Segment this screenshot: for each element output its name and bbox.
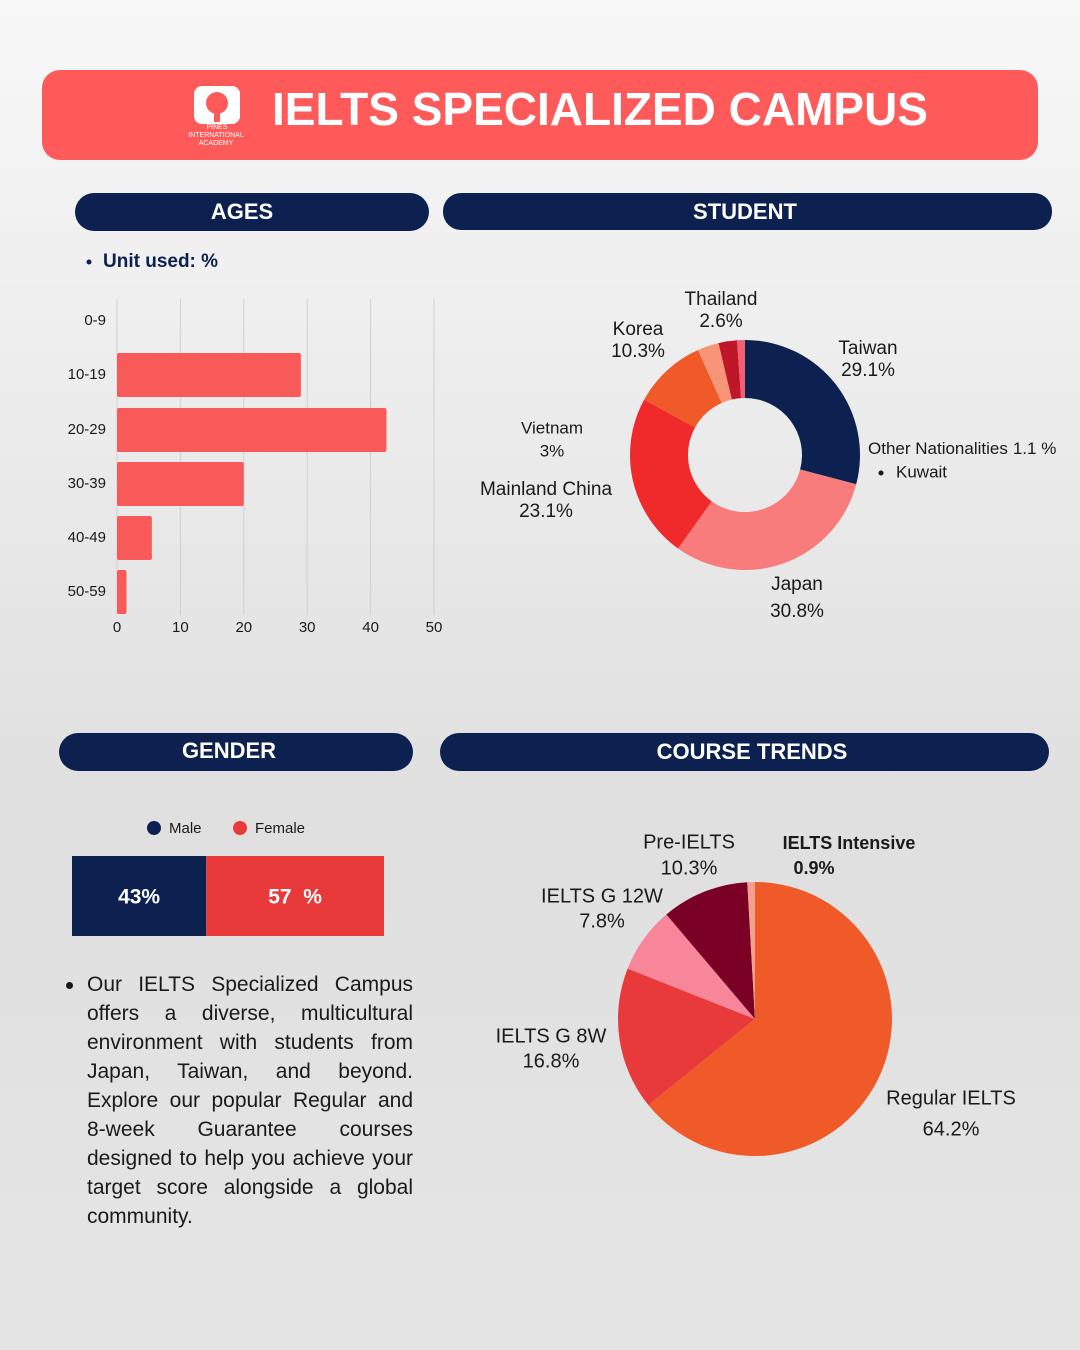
value-label: 1.1 % (1013, 439, 1056, 458)
slice-label: Thailand (685, 289, 758, 310)
pie-slice (617, 968, 755, 1105)
section-title: AGES (211, 199, 273, 224)
value-label: 29.1% (841, 360, 895, 381)
section-title: GENDER (182, 738, 276, 763)
legend-swatch (233, 821, 247, 835)
value-label: 16.8% (523, 1050, 580, 1072)
bar (117, 570, 127, 614)
bar (117, 516, 152, 560)
slice-label: IELTS G 12W (541, 885, 663, 907)
bar (117, 408, 387, 452)
legend-label: Male (169, 820, 202, 837)
bar (117, 462, 244, 506)
bar-segment (206, 856, 384, 936)
section-pill (59, 733, 413, 771)
x-tick-label: 0 (113, 619, 121, 636)
x-tick-label: 40 (362, 619, 379, 636)
value-label: 30.8% (770, 601, 824, 622)
logo-text: ACADEMY (199, 140, 234, 147)
value-label: 64.2% (923, 1118, 980, 1140)
slice-label: IELTS G 8W (496, 1025, 607, 1047)
value-label: 10.3% (611, 341, 665, 362)
donut-slice (698, 343, 732, 403)
logo: PINES INTERNATIONAL ACADEMY (188, 86, 244, 147)
slice-label: Mainland China (480, 479, 612, 500)
value-label: 7.8% (579, 910, 625, 932)
donut-slice (644, 350, 722, 428)
legend-label: Female (255, 820, 305, 837)
value-label: 57 % (268, 886, 322, 909)
slice-label: Regular IELTS (886, 1087, 1016, 1109)
y-tick-label: 20-29 (68, 421, 106, 438)
donut-slice (718, 340, 742, 400)
x-tick-label: 30 (299, 619, 316, 636)
section-title: STUDENT (693, 199, 797, 224)
x-tick-label: 10 (172, 619, 189, 636)
donut-slice (630, 399, 712, 549)
legend-swatch (147, 821, 161, 835)
section-pill (75, 193, 429, 231)
section-pill (440, 733, 1049, 771)
y-tick-label: 30-39 (68, 475, 106, 492)
value-label: 3% (540, 441, 565, 460)
donut-slice (677, 469, 857, 570)
header-bar (42, 70, 1038, 160)
bullet (878, 470, 884, 476)
bullet (66, 982, 73, 989)
note: Kuwait (896, 462, 947, 481)
slice-label: Korea (613, 319, 664, 340)
value-label: 0.9% (793, 858, 834, 878)
slice-label: Japan (771, 574, 823, 595)
pie-slice (747, 882, 755, 1019)
donut-slice (745, 340, 861, 485)
y-tick-label: 0-9 (84, 312, 106, 329)
bar-segment (72, 856, 207, 936)
slice-label: IELTS Intensive (783, 833, 916, 853)
logo-text: INTERNATIONAL (188, 132, 244, 139)
slice-label: Other Nationalities 1.1 % (868, 439, 1056, 458)
header-title: IELTS SPECIALIZED CAMPUS (272, 83, 928, 135)
y-tick-label: 10-19 (68, 366, 106, 383)
pie-slice (627, 914, 755, 1019)
slice-name: Other Nationalities (868, 439, 1008, 458)
slice-label: Vietnam (521, 418, 583, 437)
section-title: COURSE TRENDS (657, 739, 848, 764)
x-tick-label: 20 (235, 619, 252, 636)
slice-label: Taiwan (838, 338, 897, 359)
unit-note: Unit used: % (103, 251, 218, 272)
value-label: 23.1% (519, 501, 573, 522)
pie-slice (648, 882, 892, 1156)
bullet (86, 259, 92, 265)
value-label: 2.6% (699, 311, 742, 332)
section-pill (443, 193, 1052, 230)
bar (117, 353, 301, 397)
y-tick-label: 50-59 (68, 583, 106, 600)
value-label: 10.3% (661, 857, 718, 879)
y-tick-label: 40-49 (68, 529, 106, 546)
slice-label: Pre-IELTS (643, 831, 735, 853)
logo-text: PINES (206, 124, 227, 131)
x-tick-label: 50 (426, 619, 443, 636)
pie-slice (666, 882, 755, 1019)
description: Our IELTS Specialized Campus offers a di… (87, 973, 413, 1228)
value-label: 43% (118, 886, 160, 909)
donut-slice (737, 340, 745, 399)
